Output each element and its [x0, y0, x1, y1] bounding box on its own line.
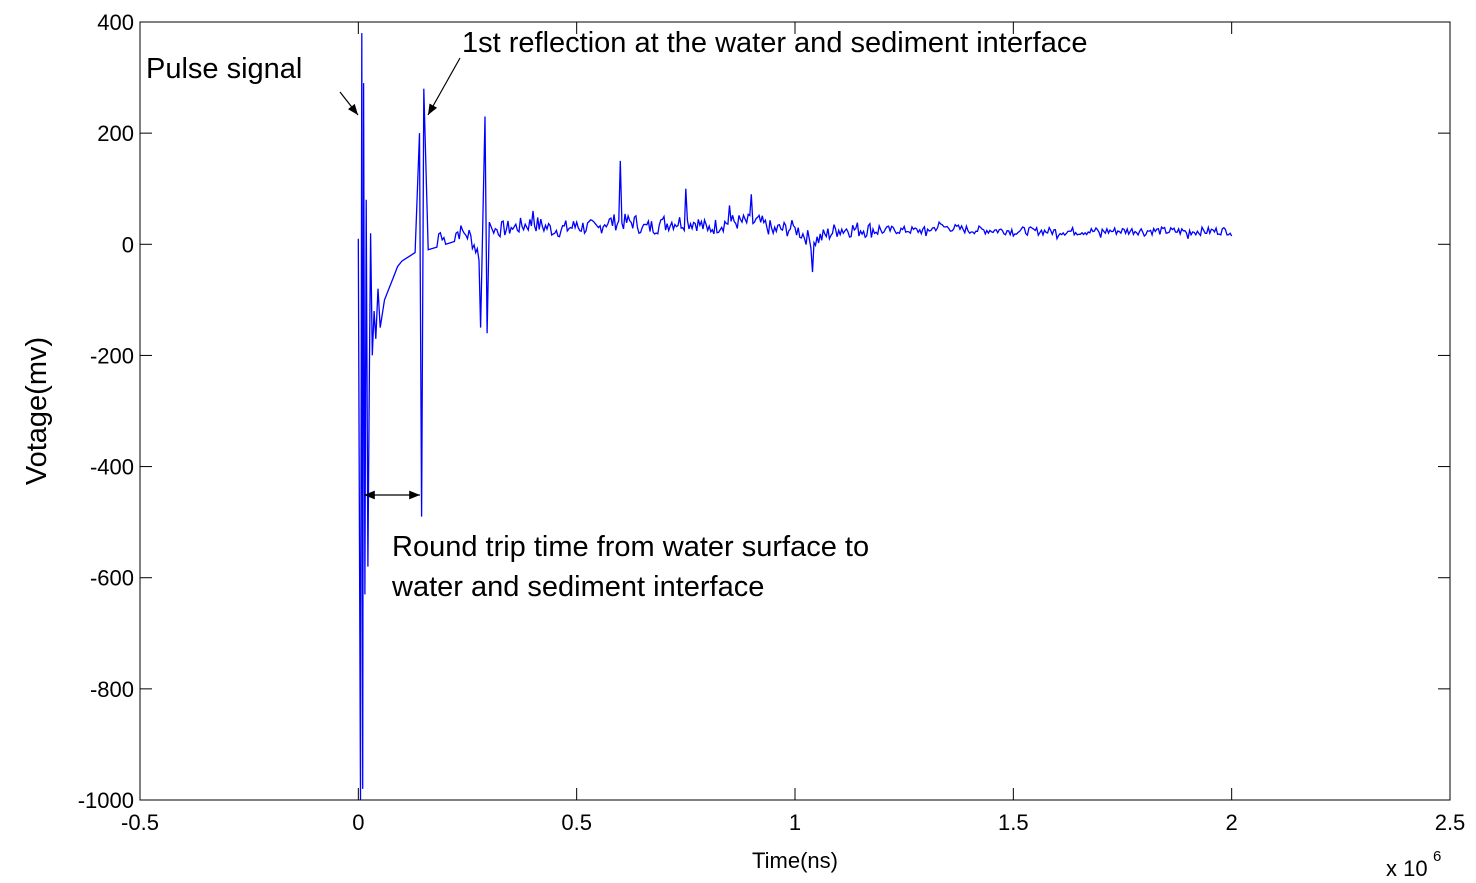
y-tick-label: -200	[90, 343, 134, 368]
y-tick-label: -800	[90, 677, 134, 702]
x-multiplier-exponent: 6	[1433, 848, 1441, 865]
signal-trace	[357, 33, 1233, 801]
round-trip-annotation-line-1: Round trip time from water surface to	[392, 531, 869, 563]
first-reflection-annotation: 1st reflection at the water and sediment…	[462, 27, 1087, 59]
y-axis-label: Votage(mv)	[21, 337, 53, 485]
plot-frame	[139, 21, 1451, 801]
first-reflection-arrow	[427, 57, 461, 116]
x-tick-label: 1.5	[998, 810, 1029, 835]
round-trip-annotation-line-2: water and sediment interface	[391, 571, 764, 603]
y-tick-label: 200	[97, 121, 134, 146]
x-tick-label: 2.5	[1435, 810, 1466, 835]
x-tick-label: -0.5	[121, 810, 159, 835]
pulse-signal-arrow	[339, 91, 359, 116]
x-tick-label: 1	[789, 810, 801, 835]
y-tick-label: -600	[90, 566, 134, 591]
y-tick-label: 400	[97, 10, 134, 35]
x-tick-label: 0.5	[561, 810, 592, 835]
pulse-signal-annotation: Pulse signal	[146, 53, 302, 85]
y-tick-label: -400	[90, 455, 134, 480]
y-tick-label: -1000	[78, 788, 134, 813]
x-multiplier: x 10	[1386, 856, 1428, 881]
y-tick-label: 0	[122, 232, 134, 257]
x-tick-label: 0	[352, 810, 364, 835]
x-axis-label: Time(ns)	[752, 848, 838, 873]
x-tick-label: 2	[1226, 810, 1238, 835]
